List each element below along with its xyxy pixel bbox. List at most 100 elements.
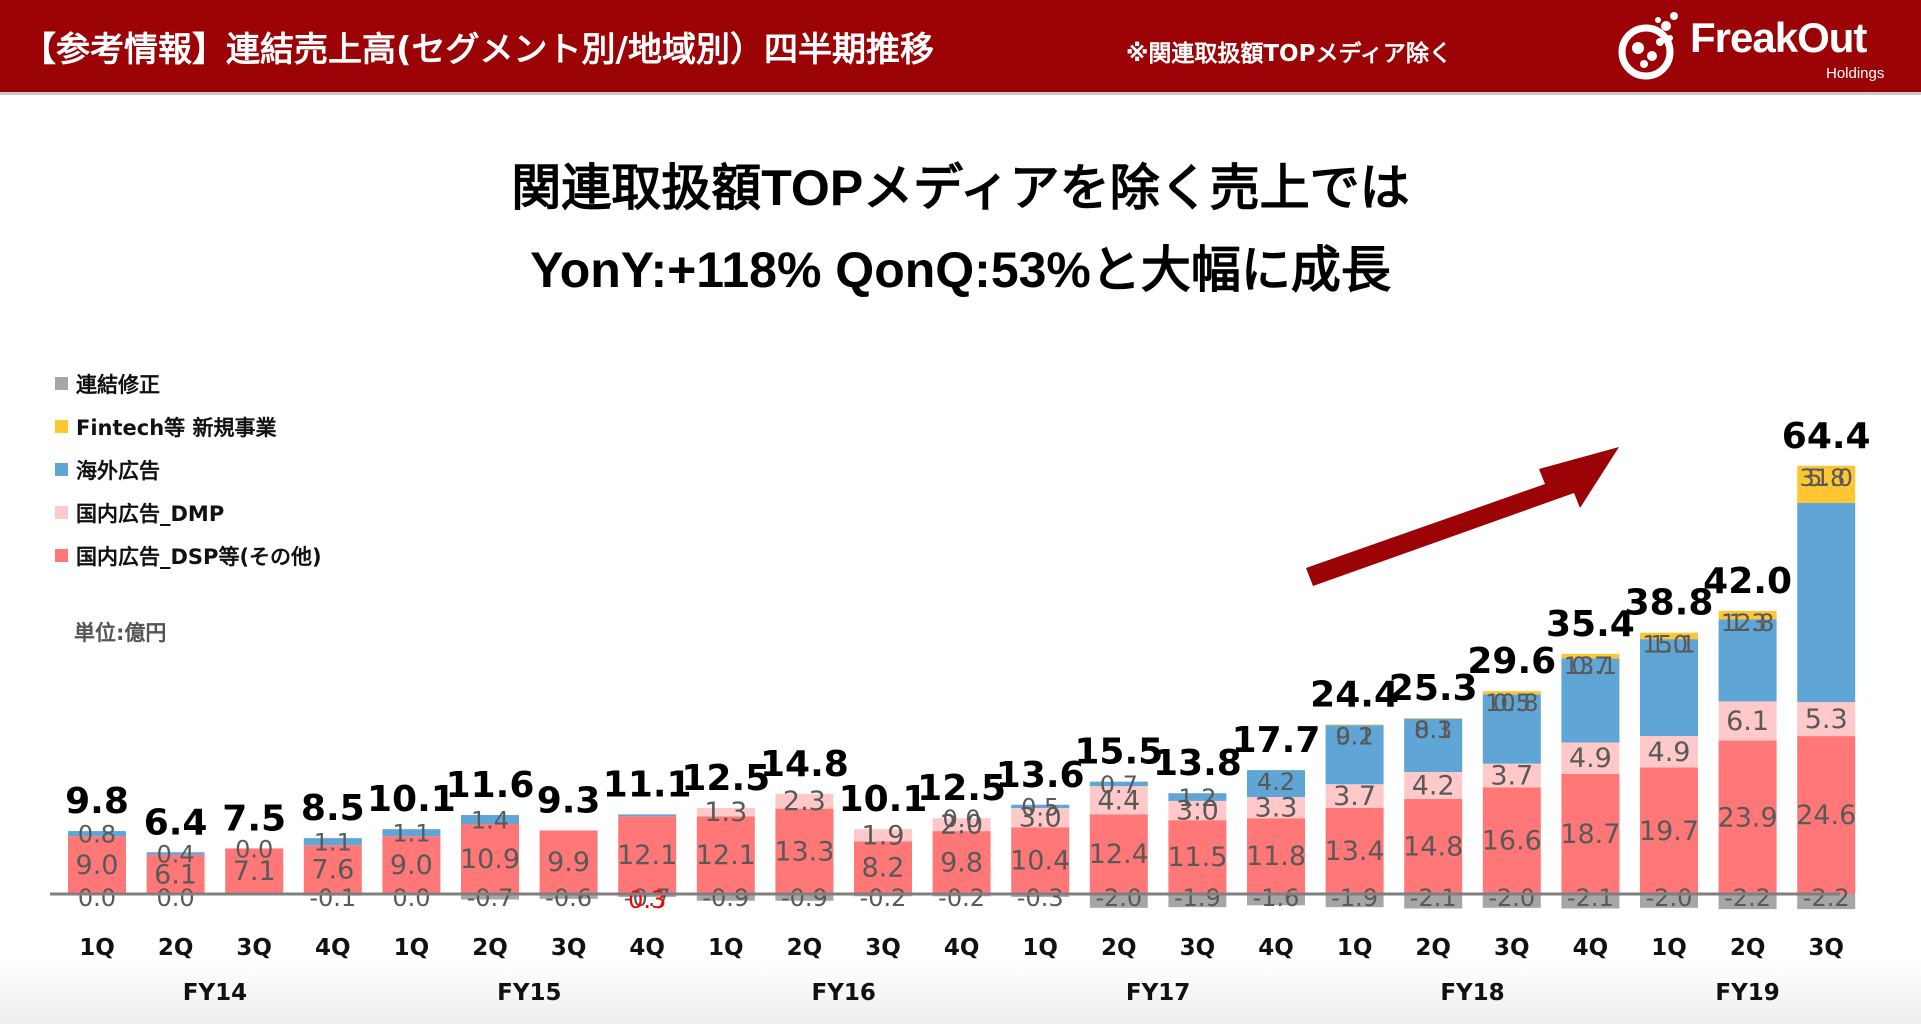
fiscal-year-label: FY16	[812, 980, 876, 1006]
bar-segment-dsp	[1247, 818, 1305, 894]
data-label-dsp: 13.3	[774, 836, 834, 867]
data-label-dsp: 18.7	[1560, 819, 1620, 850]
slide-title: 【参考情報】連結売上高(セグメント別/地域別）四半期推移	[22, 30, 934, 70]
data-label-overseas: 1.1	[314, 829, 352, 857]
data-label-dsp: 12.4	[1089, 839, 1149, 870]
bar-segment-dsp	[775, 808, 834, 894]
bar-segment-adjustment	[1640, 894, 1698, 908]
data-label-dmp: 4.9	[1648, 737, 1691, 768]
bar-segment-dmp	[1561, 742, 1620, 774]
data-label-total: 13.8	[1153, 743, 1242, 784]
bar-segment-dmp	[775, 793, 834, 809]
data-label-dmp: 6.1	[1726, 706, 1769, 737]
bar-segment-dsp	[1718, 740, 1777, 894]
x-tick-label: 1Q	[708, 935, 744, 961]
headline-line-1: 関連取扱額TOPメディアを除く売上では	[511, 160, 1410, 216]
bar-segment-fintech	[1325, 724, 1384, 726]
data-label-adjustment: -2.1	[1567, 884, 1614, 912]
data-label-dsp: 19.7	[1639, 816, 1699, 847]
legend-item-fintech: Fintech等 新規事業	[55, 405, 322, 448]
fiscal-year-label: FY18	[1440, 980, 1504, 1006]
data-label-total: 9.8	[65, 781, 129, 822]
bar-segment-dsp	[1482, 787, 1541, 894]
data-label-adjustment: -2.2	[1724, 884, 1771, 912]
data-label-total: 11.6	[446, 765, 535, 806]
bar-segment-overseas	[1561, 658, 1620, 743]
data-label-adjustment: -1.9	[1331, 884, 1378, 912]
data-label-dsp: 12.1	[617, 840, 677, 871]
bar-segment-dsp	[382, 836, 441, 894]
x-tick-label: 3Q	[236, 935, 272, 961]
growth-arrow-icon	[1306, 447, 1619, 586]
bar-segment-overseas	[68, 831, 126, 837]
bar-segment-adjustment	[1168, 894, 1227, 908]
bar-segment-adjustment	[775, 894, 834, 901]
bar-segment-dsp	[854, 841, 912, 894]
data-label-dsp: 6.1	[154, 859, 197, 890]
data-label-total: 12.5	[917, 768, 1006, 809]
data-label-total: 64.4	[1782, 416, 1871, 457]
bar-segment-fintech	[1718, 610, 1777, 620]
data-label-adjustment: -1.9	[1174, 884, 1221, 912]
data-label-adjustment: -2.1	[1410, 884, 1457, 912]
bar-segment-fintech	[1482, 691, 1541, 695]
data-label-total: 14.8	[760, 744, 849, 785]
data-label-fintech: 1.0	[1650, 631, 1688, 659]
bar-segment-dmp	[1168, 800, 1227, 821]
x-tick-label: 3Q	[1180, 935, 1216, 961]
bar-segment-dmp	[1797, 702, 1856, 737]
data-label-adjustment: -1.6	[1253, 884, 1300, 912]
data-label-dsp: 9.0	[76, 850, 119, 881]
data-label-overseas: 12.8	[1721, 609, 1774, 637]
data-label-total: 10.1	[367, 779, 456, 820]
bar-segment-dmp	[1640, 736, 1698, 768]
x-tick-label: 4Q	[1258, 935, 1294, 961]
bar-segment-dmp	[1718, 701, 1777, 741]
data-label-total: 24.4	[1310, 675, 1399, 716]
x-tick-label: 4Q	[315, 935, 351, 961]
bar-segment-dsp	[618, 816, 677, 894]
bar-segment-dmp	[854, 829, 912, 842]
bar-segment-fintech	[1640, 632, 1698, 640]
legend-label: 国内広告_DSP等(その他)	[76, 544, 322, 569]
x-tick-label: 1Q	[1651, 935, 1687, 961]
data-label-total: 29.6	[1467, 641, 1556, 682]
data-label-overseas: 0.0	[943, 805, 981, 833]
data-label-dsp: 16.6	[1482, 826, 1542, 857]
bar-segment-dsp	[461, 824, 519, 894]
data-label-dsp: 10.4	[1010, 846, 1070, 877]
data-label-overseas: 1.2	[1178, 784, 1216, 812]
data-label-overseas: 0.4	[157, 841, 195, 869]
x-tick-label: 2Q	[472, 935, 508, 961]
x-tick-label: 1Q	[1337, 935, 1373, 961]
data-label-dmp: 3.7	[1333, 781, 1376, 812]
bar-segment-fintech	[1404, 718, 1463, 719]
data-label-dmp: 3.7	[1490, 761, 1533, 792]
bar-segment-dsp	[932, 831, 991, 894]
bar-segment-fintech	[1797, 465, 1856, 504]
data-label-overseas: 0.8	[78, 821, 116, 849]
fiscal-year-label: FY17	[1126, 980, 1190, 1006]
data-label-overseas: 9.2	[1336, 723, 1374, 751]
data-label-dmp: 3.0	[1176, 796, 1219, 827]
bar-segment-overseas	[1089, 781, 1148, 787]
bar-segment-dsp	[1325, 807, 1384, 894]
bar-segment-adjustment	[1247, 894, 1305, 906]
data-label-dsp: 24.6	[1796, 800, 1856, 831]
data-label-total: 25.3	[1389, 668, 1478, 709]
bar-segment-overseas	[1325, 725, 1384, 785]
data-label-fintech: 0.1	[1336, 723, 1374, 751]
data-label-dsp: 9.0	[390, 850, 433, 881]
bar-segment-dsp	[1089, 814, 1148, 894]
x-tick-label: 4Q	[1573, 935, 1609, 961]
data-label-adjustment: -0.2	[860, 884, 907, 912]
data-label-dmp: 3.0	[1019, 803, 1062, 834]
legend-label: Fintech等 新規事業	[76, 415, 277, 440]
data-label-dmp: 4.9	[1569, 743, 1612, 774]
data-label-adjustment: -0.7	[467, 884, 514, 912]
bar-segment-dsp	[696, 816, 755, 894]
fiscal-year-label: FY14	[183, 980, 247, 1006]
data-label-overseas: 1.1	[392, 820, 430, 848]
slide-title-note: ※関連取扱額TOPメディア除く	[1126, 41, 1452, 67]
bar-segment-dmp	[1404, 772, 1463, 799]
